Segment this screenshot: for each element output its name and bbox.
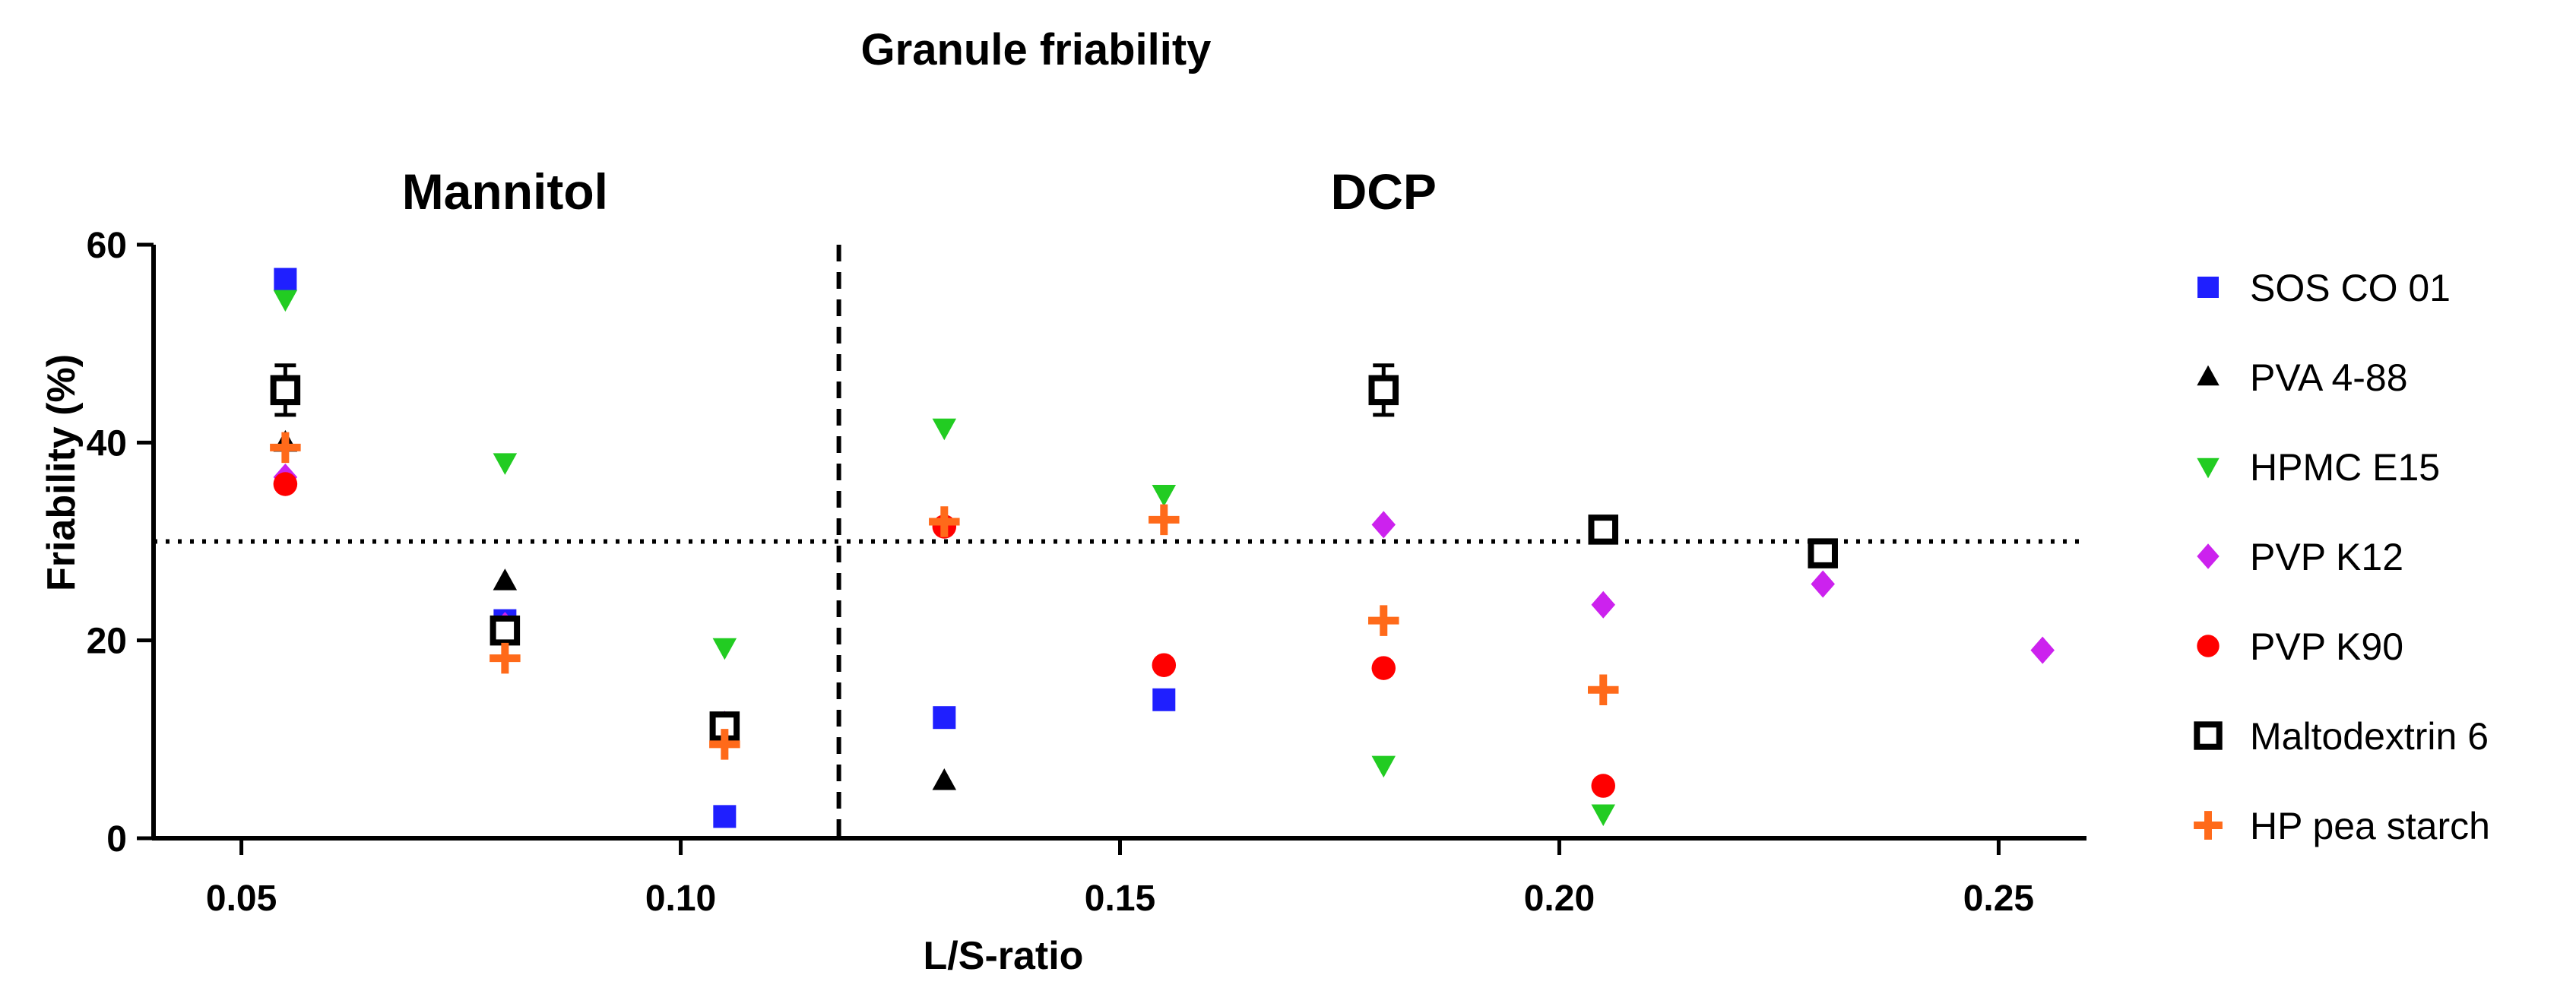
legend-label-pva-4-88: PVA 4-88: [2250, 356, 2408, 399]
chart-title: Granule friability: [861, 25, 1212, 74]
point-maltodextrin-6: [490, 615, 521, 646]
legend-label-sos-co-01: SOS CO 01: [2250, 267, 2451, 309]
point-hp-pea-starch: [1149, 504, 1180, 536]
point-pvp-k90: [1152, 653, 1177, 677]
point-hp-pea-starch: [709, 729, 740, 760]
point-pvp-k90: [1371, 656, 1396, 680]
point-pva-4-88: [932, 768, 957, 790]
x-tick-label: 0.10: [645, 879, 716, 919]
point-sos-co-01: [274, 268, 297, 291]
y-tick-label: 0: [106, 819, 127, 860]
y-axis-label: Friability (%): [40, 354, 84, 591]
point-pva-4-88: [493, 568, 518, 590]
legend-label-hp-pea-starch: HP pea starch: [2250, 805, 2490, 847]
point-hpmc-e15: [712, 638, 737, 660]
point-hp-pea-starch: [490, 642, 521, 674]
x-tick-label: 0.25: [1963, 879, 2034, 919]
point-hpmc-e15: [1591, 804, 1615, 826]
legend: SOS CO 01 PVA 4-88 HPMC E15 PVP K12 PVP K90 M…: [2194, 267, 2490, 847]
legend-marker-sos-co-01: [2197, 277, 2219, 298]
point-pvp-k12: [1371, 511, 1396, 539]
point-hp-pea-starch: [1588, 674, 1619, 705]
point-sos-co-01: [933, 706, 956, 730]
y-tick-label: 40: [87, 423, 127, 464]
x-tick-label: 0.15: [1085, 879, 1155, 919]
legend-marker-hp-pea-starch: [2194, 811, 2223, 840]
region-label-mannitol: Mannitol: [402, 163, 608, 220]
point-hp-pea-starch: [929, 506, 960, 537]
legend-marker-maltodextrin-6: [2194, 721, 2223, 750]
point-maltodextrin-6: [1808, 538, 1838, 568]
point-maltodextrin-6: [270, 375, 301, 406]
point-sos-co-01: [713, 805, 737, 828]
point-hpmc-e15: [1152, 485, 1177, 507]
x-tick-label: 0.05: [206, 879, 277, 919]
point-sos-co-01: [1152, 688, 1176, 711]
point-hpmc-e15: [273, 290, 298, 312]
point-maltodextrin-6: [1368, 375, 1399, 406]
legend-marker-pvp-k12: [2197, 543, 2220, 569]
legend-label-hpmc-e15: HPMC E15: [2250, 446, 2440, 489]
legend-marker-pvp-k90: [2197, 635, 2220, 657]
y-tick-label: 60: [87, 226, 127, 266]
point-pvp-k90: [273, 472, 298, 496]
reference-lines: [154, 245, 2086, 838]
point-hpmc-e15: [1371, 755, 1396, 778]
legend-label-pvp-k90: PVP K90: [2250, 625, 2403, 668]
data-points: [270, 268, 2055, 828]
axes: 0 20 40 60 0.05 0.10 0.15 0.20 0.25: [87, 226, 2086, 919]
point-hpmc-e15: [932, 418, 957, 441]
x-tick-label: 0.20: [1524, 879, 1595, 919]
point-hp-pea-starch: [1368, 605, 1399, 636]
x-axis-label: L/S-ratio: [924, 934, 1084, 978]
point-hp-pea-starch: [270, 432, 301, 464]
point-hpmc-e15: [493, 453, 518, 475]
legend-marker-hpmc-e15: [2197, 458, 2220, 479]
point-maltodextrin-6: [1588, 514, 1618, 545]
point-pvp-k12: [1811, 570, 1835, 598]
legend-label-pvp-k12: PVP K12: [2250, 536, 2403, 578]
legend-label-maltodextrin-6: Maltodextrin 6: [2250, 715, 2489, 758]
point-pvp-k90: [1591, 774, 1615, 798]
legend-marker-pva-4-88: [2197, 365, 2220, 386]
region-label-dcp: DCP: [1331, 163, 1437, 220]
y-tick-label: 20: [87, 622, 127, 662]
point-pvp-k12: [1591, 590, 1615, 619]
point-pvp-k12: [2030, 636, 2055, 664]
